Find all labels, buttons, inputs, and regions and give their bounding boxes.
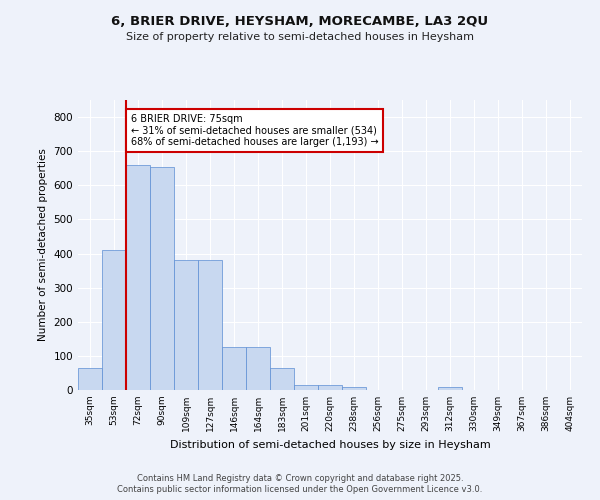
- Bar: [270, 368, 294, 390]
- Bar: [342, 386, 366, 390]
- Bar: [294, 385, 318, 390]
- Bar: [318, 385, 342, 390]
- Bar: [222, 348, 246, 390]
- Bar: [198, 260, 222, 390]
- Bar: [102, 250, 126, 390]
- Text: 6 BRIER DRIVE: 75sqm
← 31% of semi-detached houses are smaller (534)
68% of semi: 6 BRIER DRIVE: 75sqm ← 31% of semi-detac…: [131, 114, 379, 147]
- Bar: [78, 368, 102, 390]
- Text: Size of property relative to semi-detached houses in Heysham: Size of property relative to semi-detach…: [126, 32, 474, 42]
- Bar: [246, 348, 270, 390]
- Bar: [438, 386, 462, 390]
- Bar: [174, 260, 198, 390]
- Text: Contains HM Land Registry data © Crown copyright and database right 2025.
Contai: Contains HM Land Registry data © Crown c…: [118, 474, 482, 494]
- Bar: [126, 165, 150, 390]
- Bar: [150, 166, 174, 390]
- Text: 6, BRIER DRIVE, HEYSHAM, MORECAMBE, LA3 2QU: 6, BRIER DRIVE, HEYSHAM, MORECAMBE, LA3 …: [112, 15, 488, 28]
- Y-axis label: Number of semi-detached properties: Number of semi-detached properties: [38, 148, 48, 342]
- X-axis label: Distribution of semi-detached houses by size in Heysham: Distribution of semi-detached houses by …: [170, 440, 490, 450]
